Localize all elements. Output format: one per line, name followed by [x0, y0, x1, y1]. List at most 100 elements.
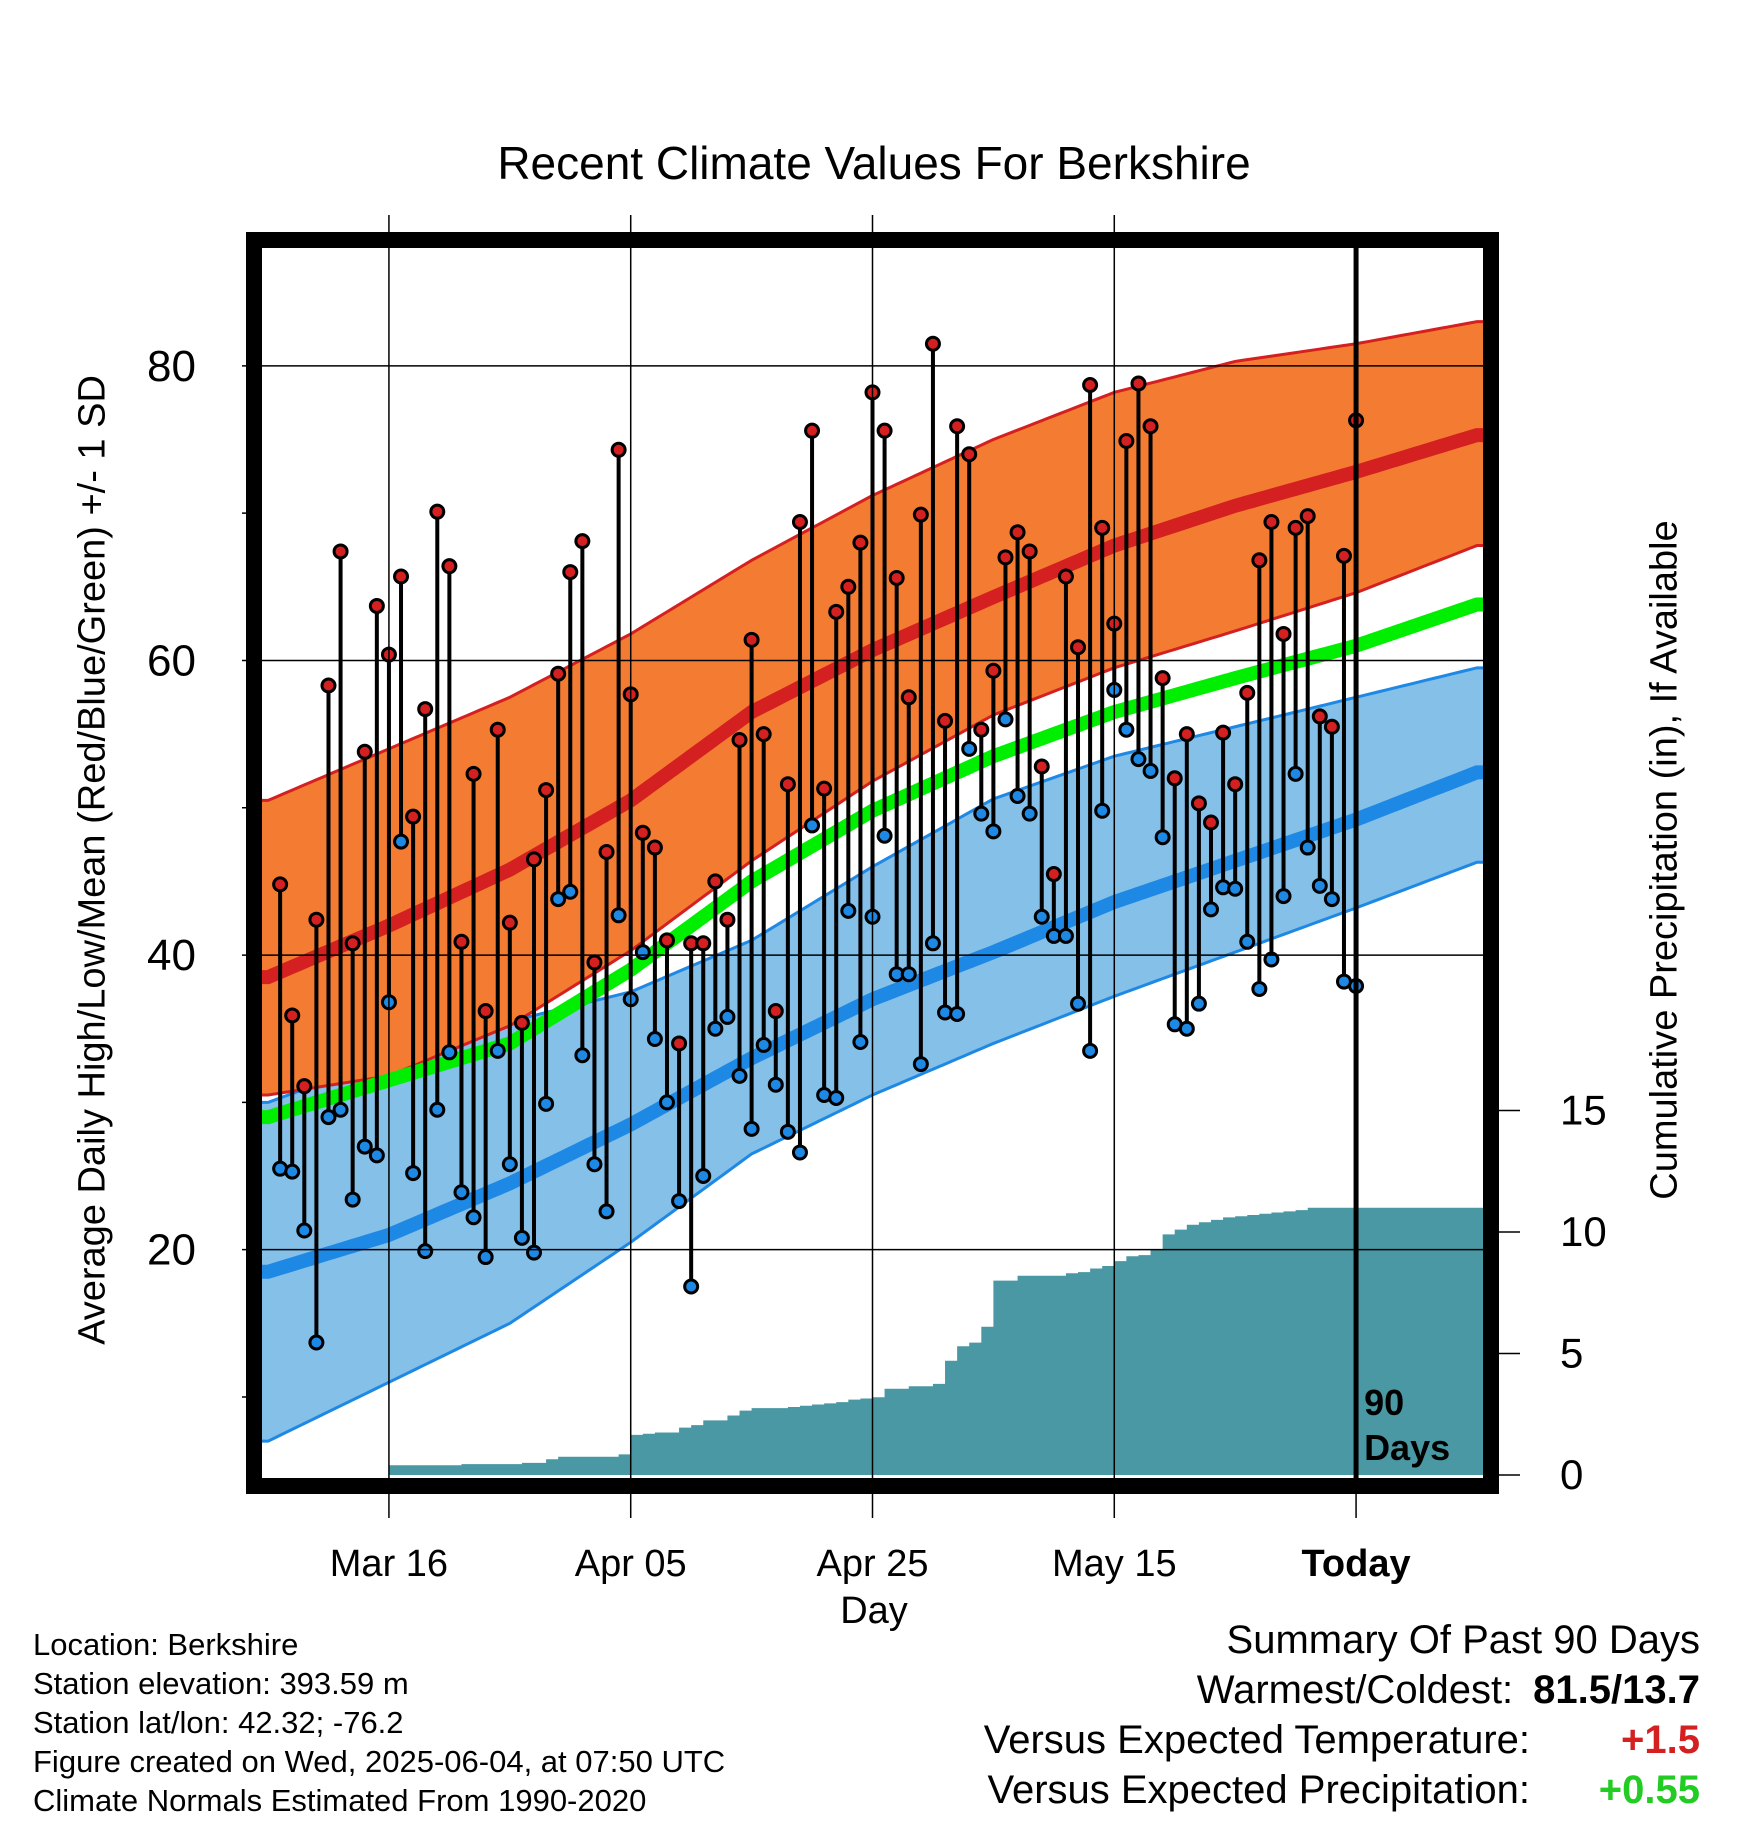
chart-title: Recent Climate Values For Berkshire — [497, 137, 1251, 189]
daily-high-point — [272, 876, 289, 893]
info-location: Location: Berkshire — [33, 1627, 299, 1662]
period-label-days-text: Days — [1364, 1427, 1450, 1468]
daily-low-point — [393, 833, 410, 850]
period-label-days-count: 90 — [1364, 1382, 1404, 1423]
daily-high-point — [743, 631, 760, 648]
daily-low-point — [900, 966, 917, 983]
daily-low-point — [1287, 765, 1304, 782]
daily-low-point — [574, 1047, 591, 1064]
y-right-tick-label: 5 — [1560, 1330, 1583, 1377]
daily-low-point — [997, 711, 1014, 728]
daily-low-point — [767, 1076, 784, 1093]
daily-low-point — [1057, 927, 1074, 944]
daily-low-point — [441, 1044, 458, 1061]
daily-high-point — [284, 1007, 301, 1024]
daily-low-point — [550, 891, 567, 908]
daily-low-point — [562, 883, 579, 900]
info-latlon: Station lat/lon: 42.32; -76.2 — [33, 1705, 404, 1740]
daily-low-point — [1130, 751, 1147, 768]
daily-low-point — [743, 1120, 760, 1137]
daily-low-point — [417, 1243, 434, 1260]
daily-high-point — [465, 765, 482, 782]
station-info: Location: Berkshire Station elevation: 3… — [33, 1625, 725, 1820]
info-created: Figure created on Wed, 2025-06-04, at 07… — [33, 1744, 726, 1779]
temp-label: Versus Expected Temperature: — [983, 1718, 1530, 1762]
y-left-tick-label: 40 — [147, 931, 196, 980]
daily-low-point — [1009, 787, 1026, 804]
x-tick-label: May 15 — [1052, 1543, 1177, 1585]
info-normals: Climate Normals Estimated From 1990-2020 — [33, 1783, 647, 1818]
daily-high-point — [477, 1003, 494, 1020]
daily-low-point — [1190, 995, 1207, 1012]
daily-low-point — [344, 1191, 361, 1208]
daily-high-point — [755, 726, 772, 743]
daily-high-point — [634, 824, 651, 841]
daily-low-point — [791, 1144, 808, 1161]
y-left-tick-label: 80 — [147, 342, 196, 391]
daily-high-point — [658, 932, 675, 949]
temp-value: +1.5 — [1621, 1718, 1700, 1762]
daily-low-point — [804, 817, 821, 834]
daily-high-point — [368, 597, 385, 614]
daily-low-point — [1323, 891, 1340, 908]
daily-high-point — [429, 503, 446, 520]
daily-low-point — [634, 944, 651, 961]
daily-high-point — [985, 662, 1002, 679]
daily-high-point — [1251, 552, 1268, 569]
daily-low-point — [586, 1156, 603, 1173]
x-tick-label: Apr 05 — [575, 1543, 687, 1585]
daily-high-point — [997, 549, 1014, 566]
precip-value: +0.55 — [1598, 1768, 1700, 1812]
daily-low-point — [683, 1278, 700, 1295]
daily-low-point — [598, 1203, 615, 1220]
daily-high-point — [973, 721, 990, 738]
daily-low-point — [1142, 762, 1159, 779]
x-tick-label: Mar 16 — [330, 1543, 448, 1585]
daily-high-point — [707, 873, 724, 890]
daily-high-point — [296, 1078, 313, 1095]
x-axis-label: Day — [840, 1590, 908, 1632]
daily-high-point — [1021, 543, 1038, 560]
left-y-axis-label: Average Daily High/Low/Mean (Red/Blue/Gr… — [71, 375, 114, 1345]
daily-high-point — [1190, 795, 1207, 812]
daily-high-point — [816, 780, 833, 797]
daily-low-point — [501, 1156, 518, 1173]
daily-low-point — [405, 1165, 422, 1182]
daily-high-point — [937, 712, 954, 729]
daily-low-point — [707, 1020, 724, 1037]
daily-high-point — [1227, 776, 1244, 793]
daily-low-point — [1227, 880, 1244, 897]
daily-low-point — [840, 902, 857, 919]
daily-high-point — [453, 933, 470, 950]
daily-low-point — [924, 935, 941, 952]
y-right-tick-label: 15 — [1560, 1087, 1607, 1134]
daily-high-point — [900, 689, 917, 706]
daily-low-point — [949, 1005, 966, 1022]
summary-warmest-coldest: Warmest/Coldest: 81.5/13.7 — [984, 1665, 1700, 1715]
daily-high-point — [828, 603, 845, 620]
plot-frame — [246, 232, 1499, 1494]
daily-low-point — [308, 1334, 325, 1351]
daily-low-point — [1275, 888, 1292, 905]
daily-low-point — [296, 1222, 313, 1239]
y-right-tick-label: 0 — [1560, 1451, 1583, 1498]
daily-high-point — [876, 422, 893, 439]
daily-high-point — [405, 808, 422, 825]
daily-high-point — [526, 851, 543, 868]
daily-high-point — [538, 782, 555, 799]
x-tick-label: Apr 25 — [817, 1543, 929, 1585]
daily-low-point — [538, 1095, 555, 1112]
daily-low-point — [284, 1163, 301, 1180]
daily-low-point — [1239, 933, 1256, 950]
daily-low-point — [973, 805, 990, 822]
daily-low-point — [1311, 877, 1328, 894]
daily-low-point — [1021, 805, 1038, 822]
daily-high-point — [550, 665, 567, 682]
daily-high-point — [888, 569, 905, 586]
daily-high-point — [1009, 524, 1026, 541]
daily-high-point — [1166, 770, 1183, 787]
daily-high-point — [695, 935, 712, 952]
daily-low-point — [429, 1101, 446, 1118]
daily-high-point — [598, 843, 615, 860]
daily-low-point — [695, 1168, 712, 1185]
